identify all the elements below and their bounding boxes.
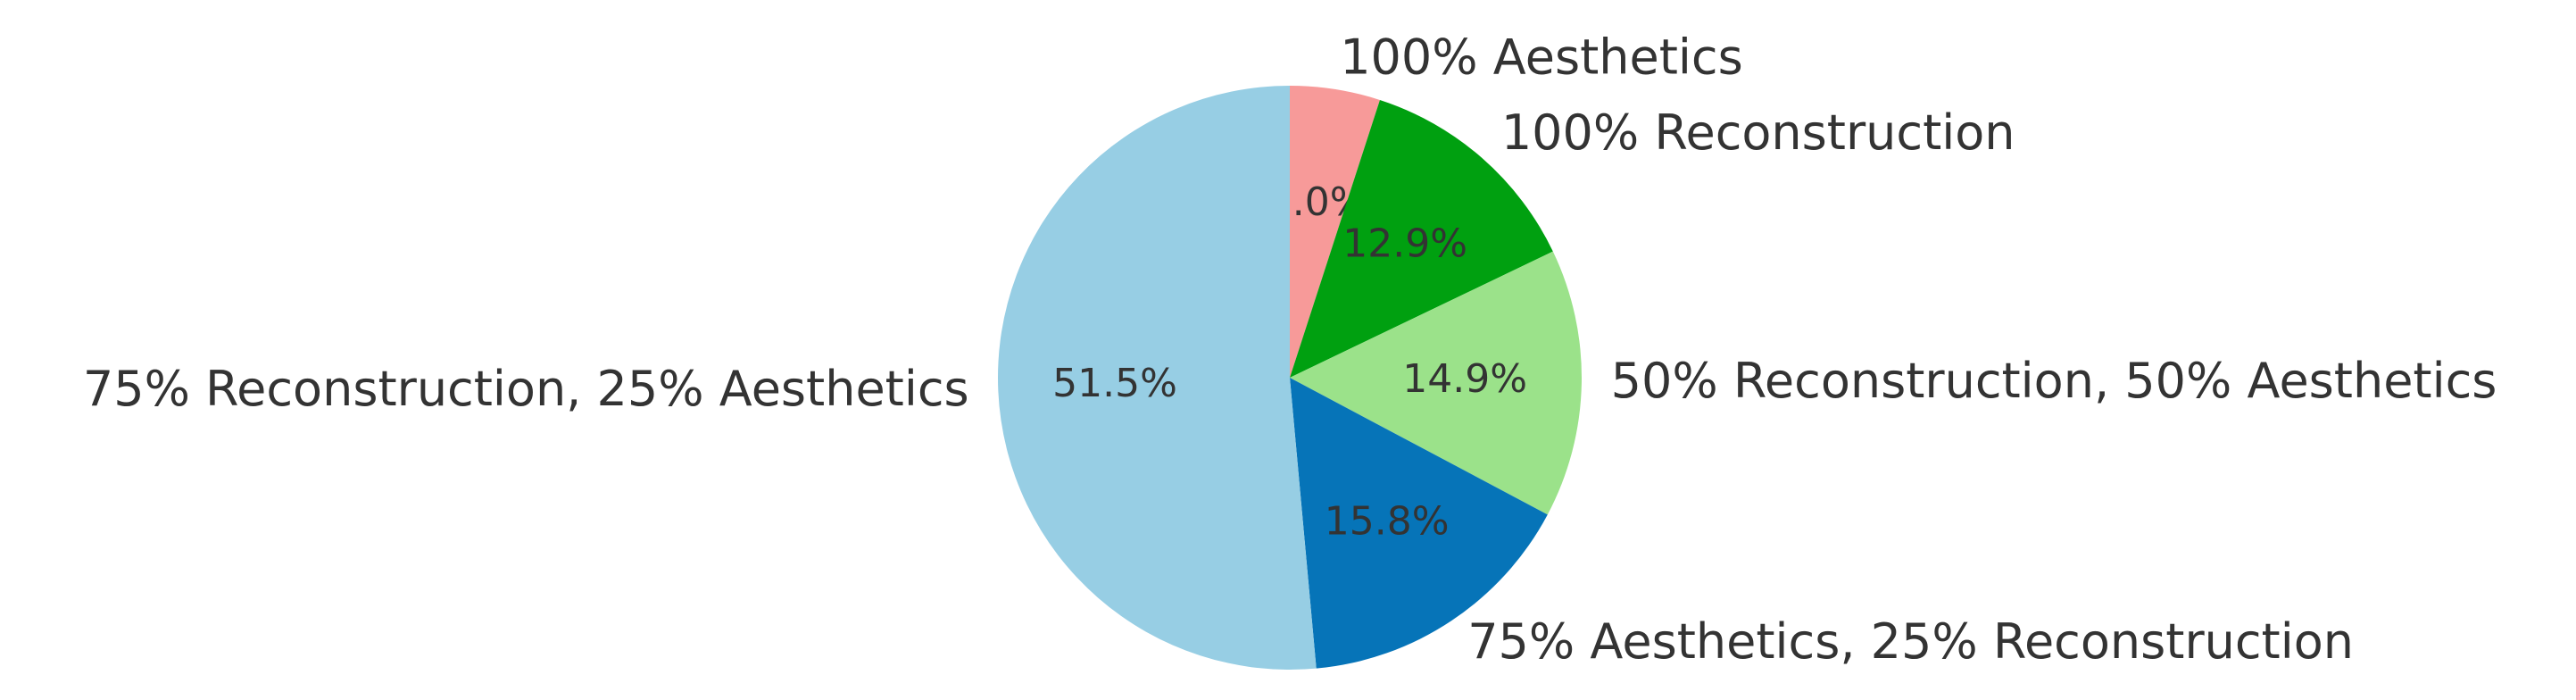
percent-label: 14.9% [1402,356,1527,402]
pie-slice [997,86,1317,671]
slice-label: 100% Aesthetics [1340,29,1743,85]
percent-label: 51.5% [1052,361,1177,406]
pie-slice [1290,251,1582,515]
slice-label: 100% Reconstruction [1501,104,2015,161]
pie-slice [1290,99,1553,378]
pie-slice [1290,378,1548,669]
percent-label: 12.9% [1342,221,1467,266]
percent-label: 15.8% [1325,498,1450,544]
slice-label: 75% Aesthetics, 25% Reconstruction [1467,613,2354,670]
slice-label: 75% Reconstruction, 25% Aesthetics [83,361,969,417]
slice-label: 50% Reconstruction, 50% Aesthetics [1611,353,2497,409]
pie-slice [1290,86,1380,378]
